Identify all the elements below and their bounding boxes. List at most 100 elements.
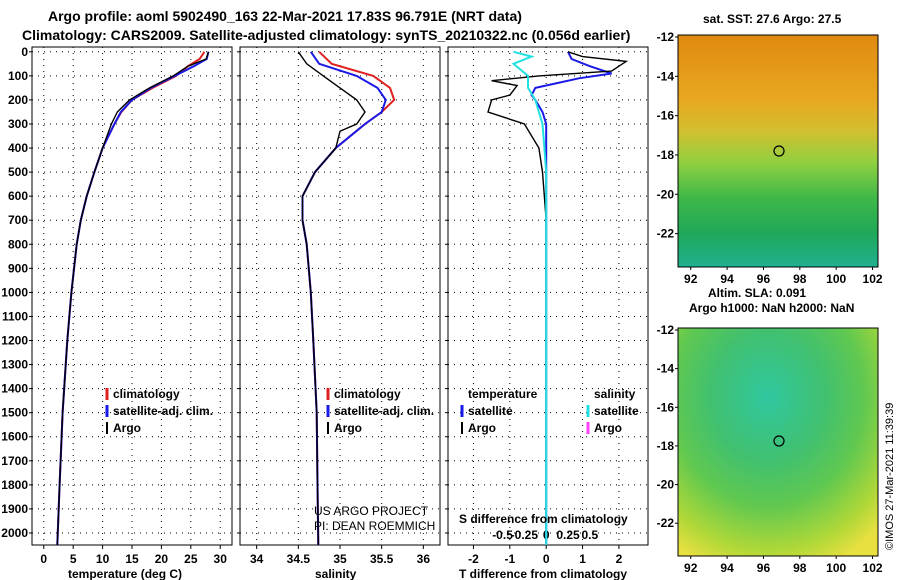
map-y-tick-label: -20 <box>657 478 675 492</box>
x-tick-label: 25 <box>184 552 198 566</box>
temperature-panel <box>31 46 233 546</box>
series-line-t-argo <box>487 51 629 545</box>
argo-location-marker <box>773 145 785 157</box>
sst-map-title: sat. SST: 27.6 Argo: 27.5 <box>703 12 842 26</box>
title-line2: Climatology: CARS2009. Satellite-adjuste… <box>22 27 630 43</box>
map-x-tick-label: 96 <box>757 272 771 286</box>
x-tick-label: 10 <box>96 552 110 566</box>
sla-map-title-line1: Altim. SLA: 0.091 <box>708 286 806 300</box>
depth-tick-label: 300 <box>8 117 28 131</box>
legend-label: satellite-adj. clim. <box>334 404 434 418</box>
depth-tick-label: 1600 <box>1 430 28 444</box>
map-y-tick-label: -14 <box>657 362 675 376</box>
pi-credit: PI: DEAN ROEMMICH <box>314 519 435 533</box>
depth-tick-label: 1100 <box>2 309 28 323</box>
map-x-tick-label: 100 <box>826 272 846 286</box>
depth-tick-label: 0 <box>21 45 28 59</box>
difference-panel <box>447 46 649 546</box>
series-line-argo <box>297 51 366 546</box>
map-y-tick-label: -16 <box>657 400 675 414</box>
map-x-tick-label: 92 <box>684 561 698 575</box>
depth-tick-label: 1300 <box>1 358 28 372</box>
x-tick2-label: 0.25 <box>556 528 580 542</box>
series-line-satellite-adj-clim- <box>301 51 387 546</box>
depth-tick-label: 700 <box>8 213 28 227</box>
legend-label: Argo <box>594 421 622 435</box>
map-y-tick-label: -20 <box>657 187 675 201</box>
legend-label: satellite-adj. clim. <box>113 404 213 418</box>
map-x-tick-label: 102 <box>863 272 883 286</box>
depth-tick-label: 200 <box>8 93 28 107</box>
map-x-tick-label: 102 <box>863 561 883 575</box>
map-y-tick-label: -12 <box>657 30 675 44</box>
difference-xlabel2: S difference from climatology <box>459 512 628 526</box>
map-y-tick-label: -22 <box>657 516 675 530</box>
salinity-legend: climatology satellite-adj. clim. Argo <box>326 387 434 435</box>
legend-label: Argo <box>468 421 496 435</box>
depth-tick-label: 2000 <box>1 526 28 540</box>
map-x-tick-label: 98 <box>793 272 807 286</box>
legend-label: climatology <box>334 387 401 401</box>
depth-tick-label: 1800 <box>1 478 28 492</box>
difference-xlabel: T difference from climatology <box>459 567 627 580</box>
x-tick-label: 30 <box>214 552 228 566</box>
depth-tick-label: 400 <box>8 141 28 155</box>
legend-label: satellite <box>468 404 513 418</box>
temperature-xlabel: temperature (deg C) <box>68 567 182 580</box>
x-tick-label: 34.5 <box>287 552 311 566</box>
map-y-tick-label: -22 <box>657 227 675 241</box>
sst-map <box>677 34 879 268</box>
map-x-tick-label: 94 <box>720 561 734 575</box>
series-line-climatology <box>56 51 206 546</box>
x-tick-label: 20 <box>155 552 169 566</box>
x-tick-label: -1 <box>504 552 515 566</box>
difference-legend: temperature salinity satellite Argo sate… <box>460 387 639 435</box>
map-x-tick-label: 94 <box>720 272 734 286</box>
map-x-tick-label: 100 <box>826 561 846 575</box>
x-tick-label: 15 <box>125 552 139 566</box>
map-y-tick-label: -18 <box>657 148 675 162</box>
map-y-tick-label: -16 <box>657 109 675 123</box>
salinity-panel <box>239 46 441 546</box>
legend-label: satellite <box>594 404 639 418</box>
depth-tick-label: 1000 <box>1 285 28 299</box>
legend-label: Argo <box>113 421 141 435</box>
depth-tick-label: 100 <box>8 69 28 83</box>
series-line-s-satellite <box>511 50 548 545</box>
depth-tick-label: 1900 <box>1 502 28 516</box>
x-tick2-label: -0.25 <box>511 528 539 542</box>
depth-tick-label: 1200 <box>1 334 28 348</box>
salinity-xlabel: salinity <box>315 567 357 580</box>
series-line-argo <box>56 51 210 546</box>
x-tick-label: 2 <box>616 552 623 566</box>
depth-tick-label: 500 <box>8 165 28 179</box>
map-y-tick-label: -12 <box>657 323 675 337</box>
x-tick-label: 5 <box>70 552 77 566</box>
legend-title-temperature: temperature <box>468 387 538 401</box>
legend-title-salinity: salinity <box>594 387 636 401</box>
map-x-tick-label: 92 <box>684 272 698 286</box>
depth-tick-label: 900 <box>8 261 28 275</box>
x-tick2-label: 0.5 <box>581 528 598 542</box>
x-tick-label: 0 <box>40 552 47 566</box>
legend-label: climatology <box>113 387 180 401</box>
x-tick-label: 0 <box>543 552 550 566</box>
x-tick-label: 1 <box>579 552 586 566</box>
x-tick-label: -2 <box>468 552 479 566</box>
map-y-tick-label: -18 <box>657 439 675 453</box>
argo-location-marker <box>773 435 785 447</box>
x-tick-label: 35 <box>333 552 347 566</box>
x-tick-label: 36 <box>417 552 431 566</box>
series-line-climatology <box>301 51 396 546</box>
depth-tick-label: 800 <box>8 237 28 251</box>
depth-tick-label: 600 <box>8 189 28 203</box>
legend-label: Argo <box>334 421 362 435</box>
temperature-legend: climatology satellite-adj. clim. Argo <box>105 387 213 435</box>
depth-tick-label: 1700 <box>1 454 28 468</box>
series-line-satellite-adj-clim- <box>56 51 210 546</box>
depth-tick-label: 1400 <box>1 382 28 396</box>
sla-map <box>677 327 879 557</box>
project-credit: US ARGO PROJECT <box>314 504 429 518</box>
x-tick-label: 35.5 <box>370 552 394 566</box>
